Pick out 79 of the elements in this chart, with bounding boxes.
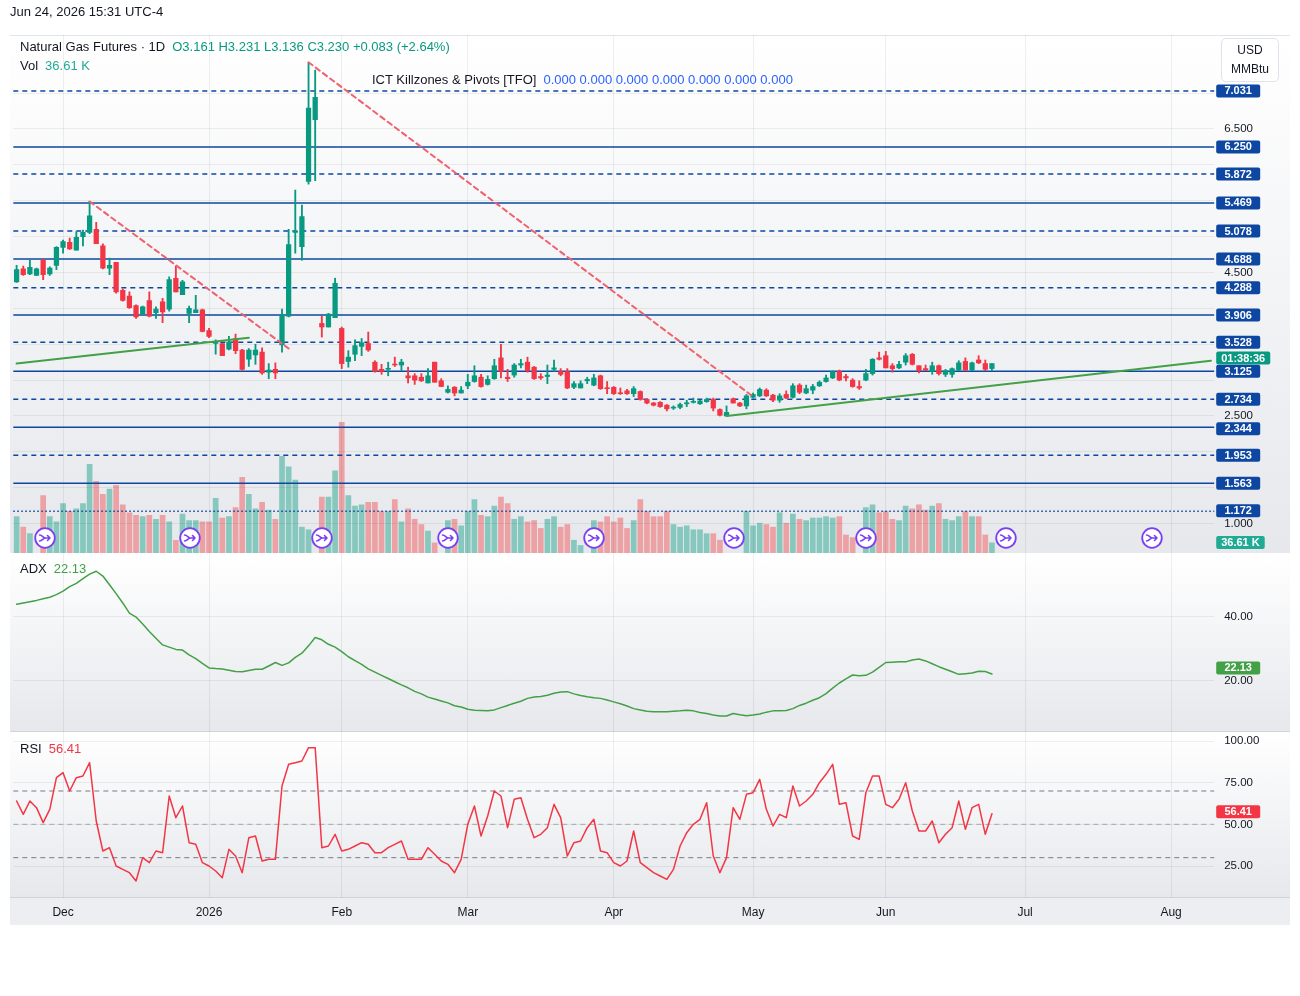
bar <box>226 516 232 553</box>
ref-line-label: 1.953 <box>1224 448 1252 461</box>
ref-line-label: 5.469 <box>1224 196 1252 209</box>
ref-line-label: 5.872 <box>1224 167 1252 180</box>
ref-line-label: 3.906 <box>1224 308 1252 321</box>
ref-line-label: 1.172 <box>1224 504 1252 517</box>
y-tick-label: 75.00 <box>1224 775 1253 788</box>
bar <box>259 501 265 553</box>
candlestick <box>266 363 272 379</box>
x-tick-label: Jun <box>876 904 896 919</box>
chart-title: Vol <box>20 58 39 73</box>
candlestick <box>504 369 511 382</box>
bar <box>139 516 146 553</box>
x-tick-label: May <box>741 904 765 919</box>
ref-line-label: 5.078 <box>1224 224 1252 237</box>
bar <box>212 497 219 553</box>
text: 36.61 K <box>1221 536 1260 549</box>
annotation: 56.41 <box>48 741 82 756</box>
ref-line-label: 2.734 <box>1224 392 1253 405</box>
bar <box>783 522 790 553</box>
bar <box>478 515 484 553</box>
bar <box>146 515 153 553</box>
y-tick-label: 40.00 <box>1224 609 1253 622</box>
bar <box>20 526 27 553</box>
ref-line-label: 4.288 <box>1224 281 1252 294</box>
bar <box>969 516 975 553</box>
y-tick-label: 4.500 <box>1224 265 1253 278</box>
bar <box>630 520 637 553</box>
x-tick-label: Mar <box>457 904 479 919</box>
bar <box>929 505 936 553</box>
x-tick-label: Jul <box>1017 904 1033 919</box>
text: 56.41 <box>1224 805 1252 818</box>
ref-line-label: 1.563 <box>1224 476 1252 489</box>
bar <box>790 513 796 553</box>
bar <box>385 511 392 553</box>
x-tick-label: Aug <box>1160 904 1182 919</box>
bar <box>265 509 272 553</box>
y-tick-label: 50.00 <box>1224 817 1253 830</box>
bar <box>989 542 995 553</box>
annotation: ICT Killzones & Pivots [TFO] <box>372 72 537 87</box>
bar <box>66 511 73 553</box>
bar <box>936 503 942 553</box>
y-tick-label: 25.00 <box>1224 859 1253 872</box>
chart-title: Natural Gas Futures · 1D <box>20 39 166 54</box>
x-tick-label: 2026 <box>195 904 223 919</box>
text: 22.13 <box>1224 661 1252 674</box>
bar <box>219 517 226 553</box>
bar <box>153 518 159 553</box>
candlestick <box>856 380 862 390</box>
bar <box>391 499 398 553</box>
y-tick-label: 6.500 <box>1224 122 1253 135</box>
bar <box>27 533 33 553</box>
candlestick <box>544 364 551 385</box>
text: RSI <box>20 741 42 756</box>
annotation: 22.13 <box>53 561 87 576</box>
annotation: 36.61 K <box>45 58 90 73</box>
y-tick-label: 100.00 <box>1224 734 1260 747</box>
ref-line-label: 2.344 <box>1224 422 1253 435</box>
annotation: 0.000 0.000 0.000 0.000 0.000 0.000 0.000 <box>543 72 793 87</box>
ref-line-label: 7.031 <box>1224 84 1252 97</box>
text: Jun 24, 2026 15:31 UTC-4 <box>10 4 164 19</box>
chart-subtitle: O3.161 H3.231 L3.136 C3.230 +0.083 (+2.64%) <box>172 39 450 54</box>
text: ADX <box>20 561 47 576</box>
x-tick-label: Feb <box>331 904 353 919</box>
y-tick-label: 1.000 <box>1224 516 1253 529</box>
ref-line-label: 3.528 <box>1224 335 1252 348</box>
y-tick-label: 20.00 <box>1224 673 1253 686</box>
bar <box>166 521 173 553</box>
ref-line-label: 4.688 <box>1224 252 1252 265</box>
text: 01:38:36 <box>1221 351 1266 364</box>
ref-line-label: 3.125 <box>1224 364 1252 377</box>
y-axis-title: USD MMBtu <box>1221 38 1280 82</box>
bar <box>173 539 179 553</box>
x-tick-label: Dec <box>52 904 74 919</box>
bar <box>338 422 345 553</box>
bar <box>425 530 431 553</box>
ref-line-label: 6.250 <box>1224 140 1252 153</box>
x-tick-label: Apr <box>604 904 624 919</box>
y-tick-label: 2.500 <box>1224 409 1253 422</box>
